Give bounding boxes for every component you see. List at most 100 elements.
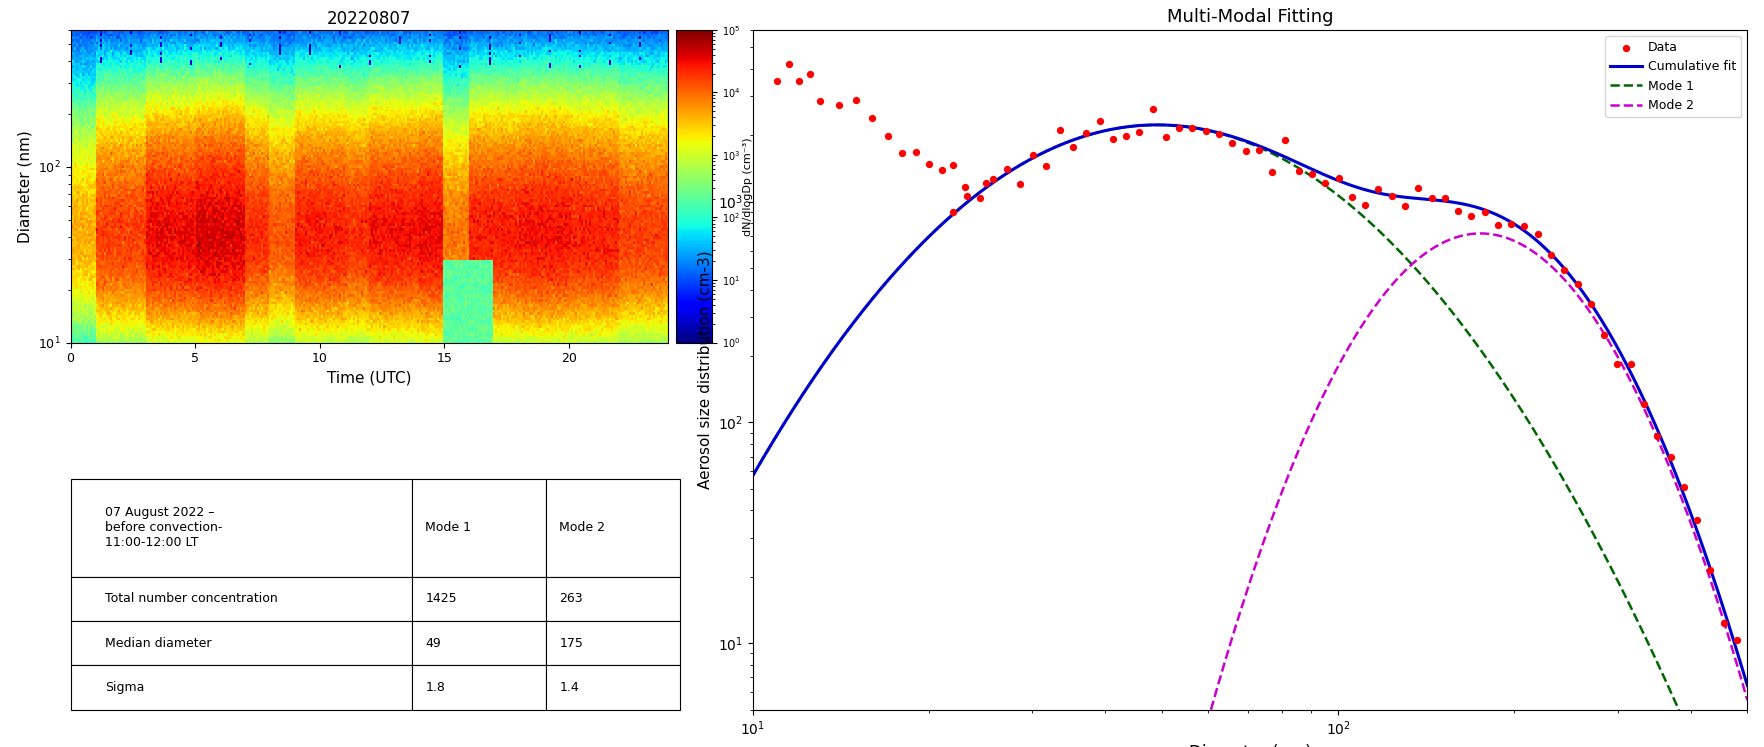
Data: [1416, 192, 1445, 204]
Data: [804, 95, 833, 107]
Data: [1722, 634, 1750, 646]
Data: [1602, 358, 1630, 370]
Data: [1071, 127, 1099, 139]
Mode 2: [1492, 232, 1514, 241]
Data: [1323, 172, 1351, 184]
Cumulative fit: [743, 471, 764, 480]
Cumulative fit: [1736, 681, 1757, 690]
Data: [1364, 183, 1392, 195]
Cumulative fit: [1145, 120, 1166, 129]
Data: [938, 205, 967, 217]
Point: [796, 68, 824, 80]
Mode 2: [1406, 255, 1427, 264]
Data: [1205, 128, 1233, 140]
Data: [1178, 123, 1207, 134]
Data: [1058, 141, 1087, 153]
Data: [1496, 218, 1524, 230]
Data: [1085, 115, 1113, 127]
Data: [1270, 134, 1298, 146]
Data: [901, 146, 930, 158]
Data: [1244, 143, 1272, 155]
Mode 2: [1192, 734, 1214, 743]
Data: [1669, 481, 1697, 493]
Mode 1: [1492, 378, 1514, 387]
Data: [873, 131, 901, 143]
Data: [1510, 220, 1538, 232]
Data: [926, 164, 954, 176]
Data: [1152, 131, 1180, 143]
Data: [1589, 329, 1618, 341]
Data: [785, 75, 813, 87]
Data: [1337, 191, 1365, 203]
Data: [1111, 130, 1140, 142]
Data: [1311, 177, 1339, 189]
X-axis label: Time (UTC): Time (UTC): [326, 371, 411, 386]
Data: [1575, 297, 1603, 309]
Data: [965, 192, 993, 204]
Cumulative fit: [917, 232, 938, 241]
Data: [1231, 145, 1259, 157]
Cumulative fit: [1192, 125, 1214, 134]
X-axis label: Diameter (nm): Diameter (nm): [1189, 743, 1311, 747]
Data: [1032, 161, 1060, 173]
Data: [1431, 193, 1459, 205]
Data: [1683, 515, 1711, 527]
Legend: Data, Cumulative fit, Mode 1, Mode 2: Data, Cumulative fit, Mode 1, Mode 2: [1605, 36, 1739, 117]
Data: [1349, 199, 1378, 211]
Data: [1284, 164, 1312, 176]
Cumulative fit: [1492, 214, 1514, 223]
Data: [979, 173, 1007, 185]
Data: [1443, 205, 1471, 217]
Data: [951, 181, 979, 193]
Data: [1628, 398, 1656, 410]
Data: [1469, 206, 1498, 218]
Data: [1484, 219, 1512, 231]
Data: [1044, 124, 1073, 136]
Line: Mode 1: Mode 1: [753, 125, 1746, 747]
Mode 1: [1330, 193, 1351, 202]
Mode 1: [1145, 120, 1166, 129]
Mode 2: [1736, 695, 1757, 704]
Y-axis label: Diameter (nm): Diameter (nm): [18, 130, 32, 243]
Data: [938, 159, 967, 171]
Data: [1655, 451, 1683, 463]
Data: [972, 177, 1000, 189]
Mode 1: [1192, 125, 1214, 134]
Data: [1217, 137, 1245, 149]
Point: [774, 58, 803, 70]
Title: Multi-Modal Fitting: Multi-Modal Fitting: [1166, 7, 1332, 25]
Data: [1376, 190, 1404, 202]
Data: [1125, 125, 1154, 137]
Data: [1549, 264, 1577, 276]
Data: [1616, 358, 1644, 370]
Data: [1536, 249, 1565, 261]
Cumulative fit: [1330, 177, 1351, 186]
Data: [1258, 166, 1286, 178]
Data: [887, 147, 916, 159]
Data: [991, 163, 1020, 175]
Data: [857, 112, 886, 124]
Data: [953, 190, 981, 202]
Data: [1138, 102, 1166, 114]
Data: [1404, 182, 1432, 193]
Data: [762, 75, 790, 87]
Mode 1: [917, 232, 938, 241]
Data: [1563, 279, 1591, 291]
Data: [1390, 200, 1418, 212]
Data: [1642, 430, 1671, 441]
Y-axis label: dN/dlogDp (cm⁻³): dN/dlogDp (cm⁻³): [743, 137, 753, 235]
Data: [1191, 125, 1219, 137]
Data: [1297, 168, 1325, 180]
Mode 2: [1328, 360, 1349, 369]
Data: [1097, 133, 1125, 145]
Data: [1522, 228, 1551, 240]
Data: [1695, 564, 1723, 576]
Data: [1018, 149, 1046, 161]
Line: Cumulative fit: Cumulative fit: [753, 125, 1746, 686]
Mode 1: [1408, 267, 1429, 276]
Data: [841, 93, 870, 105]
Title: 20220807: 20220807: [326, 10, 411, 28]
Mode 1: [743, 471, 764, 480]
Data: [1709, 616, 1738, 628]
Y-axis label: Aerosol size distribution (cm-3): Aerosol size distribution (cm-3): [697, 250, 713, 489]
